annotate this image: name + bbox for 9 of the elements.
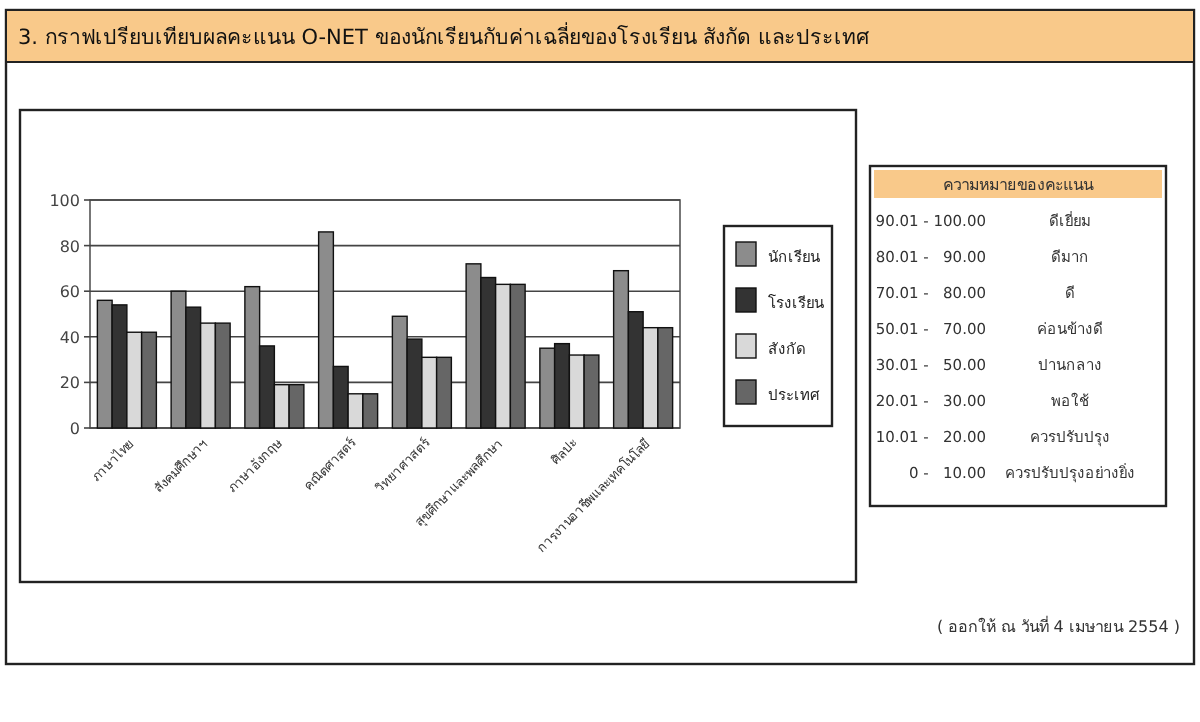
y-tick-label: 60: [59, 283, 80, 302]
text: ความหมายของคะแนน: [943, 176, 1095, 194]
y-tick-label: 0: [69, 420, 80, 438]
y-tick-label: 20: [59, 374, 80, 393]
text: ( ออกให้ ณ วันที่ 4 เมษายน 2554 ): [937, 614, 1180, 636]
chart-title: 3. กราฟเปรียบเทียบผลคะแนน O-NET ของนักเรียนกับค่าเฉลี่ยของโรงเรียน สังกัด และประเทศ: [18, 22, 870, 50]
y-tick-label: 80: [59, 237, 80, 256]
y-tick-label: 100: [49, 192, 80, 210]
y-tick-label: 40: [59, 328, 80, 347]
